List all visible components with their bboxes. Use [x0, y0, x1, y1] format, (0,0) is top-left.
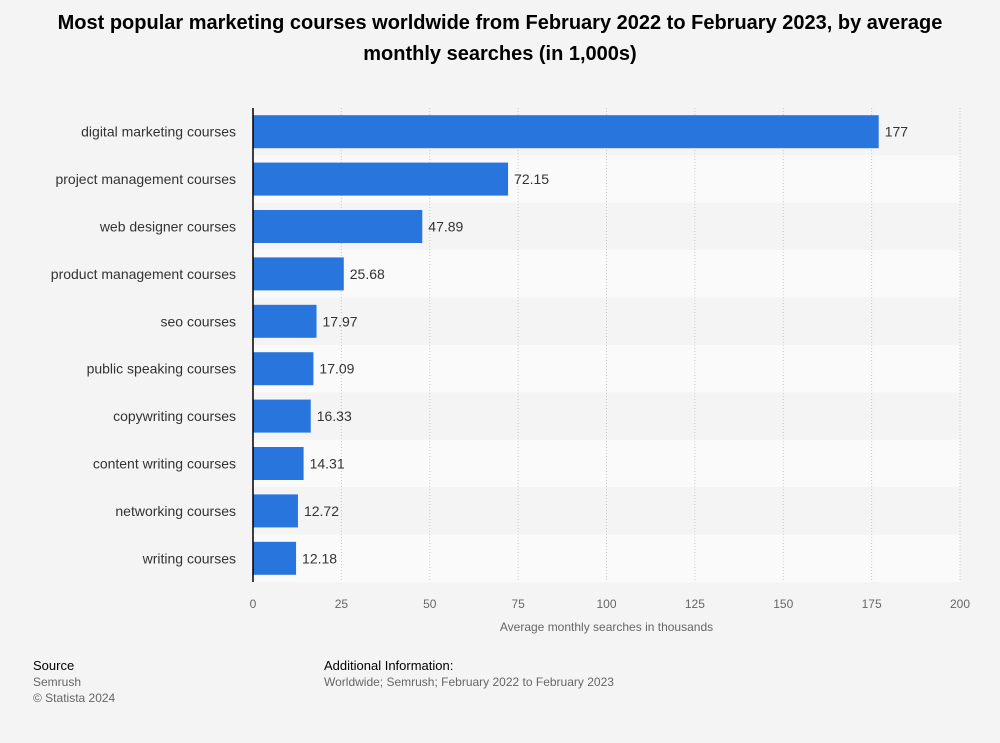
additional-info-heading: Additional Information: [324, 658, 454, 673]
bar[interactable] [253, 304, 317, 338]
x-tick-label: 200 [950, 597, 970, 611]
bar[interactable] [253, 352, 314, 386]
value-label: 17.97 [323, 313, 358, 329]
bar[interactable] [253, 162, 509, 196]
additional-info-text: Worldwide; Semrush; February 2022 to Feb… [324, 675, 614, 689]
x-axis-label: Average monthly searches in thousands [500, 620, 713, 634]
x-tick-label: 50 [423, 597, 437, 611]
value-label: 12.72 [304, 503, 339, 519]
category-label: seo courses [161, 313, 236, 329]
category-labels: digital marketing courses project managem… [51, 124, 236, 567]
bar[interactable] [253, 447, 304, 480]
category-label: public speaking courses [87, 361, 236, 377]
x-tick-label: 150 [773, 597, 793, 611]
category-label: web designer courses [99, 219, 236, 235]
x-tick-label: 75 [511, 597, 525, 611]
chart-title: Most popular marketing courses worldwide… [57, 12, 943, 65]
category-label: digital marketing courses [81, 124, 236, 140]
source-block: Source Semrush © Statista 2024 [33, 658, 115, 706]
value-label: 25.68 [350, 266, 385, 282]
value-label: 16.33 [317, 408, 352, 424]
value-label: 12.18 [302, 550, 337, 566]
value-label: 47.89 [428, 219, 463, 235]
bar[interactable] [253, 399, 311, 433]
bar[interactable] [253, 494, 298, 528]
bars [253, 115, 879, 575]
source-name: Semrush [33, 675, 82, 689]
category-label: content writing courses [93, 456, 236, 472]
x-tick-label: 125 [685, 597, 705, 611]
x-tick-label: 100 [596, 597, 616, 611]
value-labels: 177 72.15 47.89 25.68 17.97 17.09 16.33 14.31 12… [302, 124, 908, 567]
value-label: 177 [885, 124, 909, 140]
category-label: writing courses [142, 550, 236, 566]
category-label: product management courses [51, 266, 236, 282]
category-label: project management courses [55, 171, 236, 187]
value-label: 72.15 [514, 171, 549, 187]
bar[interactable] [253, 541, 297, 575]
bar[interactable] [253, 210, 423, 243]
bar[interactable] [253, 257, 344, 291]
value-label: 14.31 [310, 456, 345, 472]
category-label: networking courses [115, 503, 236, 519]
category-label: copywriting courses [113, 408, 236, 424]
x-tick-label: 25 [335, 597, 349, 611]
row-band [253, 392, 960, 440]
additional-info-block: Additional Information: Worldwide; Semru… [324, 658, 614, 690]
bar[interactable] [253, 115, 879, 149]
source-heading: Source [33, 658, 75, 673]
row-band [253, 345, 960, 393]
copyright: © Statista 2024 [33, 691, 116, 705]
x-tick-labels: 0 25 50 75 100 125 150 175 200 [250, 597, 971, 611]
value-label: 17.09 [319, 361, 354, 377]
x-tick-label: 175 [862, 597, 882, 611]
x-tick-label: 0 [250, 597, 257, 611]
